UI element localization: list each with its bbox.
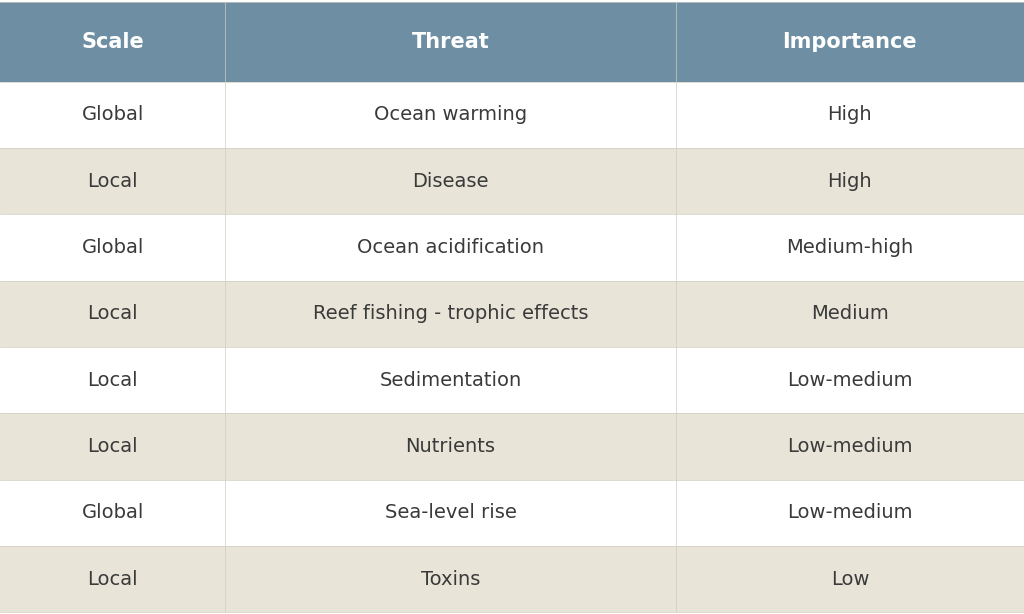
Text: Medium-high: Medium-high xyxy=(786,238,913,257)
Text: Sea-level rise: Sea-level rise xyxy=(385,503,516,522)
Text: Reef fishing - trophic effects: Reef fishing - trophic effects xyxy=(312,305,589,323)
Text: Low-medium: Low-medium xyxy=(787,503,912,522)
Bar xyxy=(676,413,1024,480)
Text: Global: Global xyxy=(82,503,143,522)
Bar xyxy=(0,2,225,82)
Text: Scale: Scale xyxy=(81,32,144,52)
Bar xyxy=(225,281,676,347)
Text: Threat: Threat xyxy=(412,32,489,52)
Text: Global: Global xyxy=(82,106,143,124)
Text: Global: Global xyxy=(82,238,143,257)
Bar xyxy=(676,347,1024,413)
Bar xyxy=(676,281,1024,347)
Bar xyxy=(676,82,1024,148)
Bar xyxy=(225,347,676,413)
Text: Ocean acidification: Ocean acidification xyxy=(357,238,544,257)
Bar xyxy=(225,413,676,480)
Text: Low-medium: Low-medium xyxy=(787,437,912,456)
Bar xyxy=(0,214,225,281)
Bar xyxy=(0,148,225,214)
Text: Nutrients: Nutrients xyxy=(406,437,496,456)
Bar xyxy=(0,413,225,480)
Text: Disease: Disease xyxy=(413,172,488,190)
Text: Low-medium: Low-medium xyxy=(787,371,912,389)
Bar xyxy=(225,2,676,82)
Text: High: High xyxy=(827,106,872,124)
Bar xyxy=(676,546,1024,612)
Text: Medium: Medium xyxy=(811,305,889,323)
Bar xyxy=(676,480,1024,546)
Text: Toxins: Toxins xyxy=(421,570,480,588)
Text: Sedimentation: Sedimentation xyxy=(380,371,521,389)
Text: Local: Local xyxy=(87,570,138,588)
Bar xyxy=(225,82,676,148)
Text: Ocean warming: Ocean warming xyxy=(374,106,527,124)
Text: Local: Local xyxy=(87,305,138,323)
Text: Importance: Importance xyxy=(782,32,918,52)
Bar xyxy=(676,148,1024,214)
Bar xyxy=(0,480,225,546)
Bar xyxy=(0,546,225,612)
Text: Local: Local xyxy=(87,172,138,190)
Bar xyxy=(225,148,676,214)
Text: Low: Low xyxy=(830,570,869,588)
Bar xyxy=(676,2,1024,82)
Bar xyxy=(225,214,676,281)
Bar xyxy=(225,480,676,546)
Text: High: High xyxy=(827,172,872,190)
Bar xyxy=(0,281,225,347)
Bar xyxy=(225,546,676,612)
Text: Local: Local xyxy=(87,371,138,389)
Bar xyxy=(0,82,225,148)
Text: Local: Local xyxy=(87,437,138,456)
Bar xyxy=(676,214,1024,281)
Bar xyxy=(0,347,225,413)
